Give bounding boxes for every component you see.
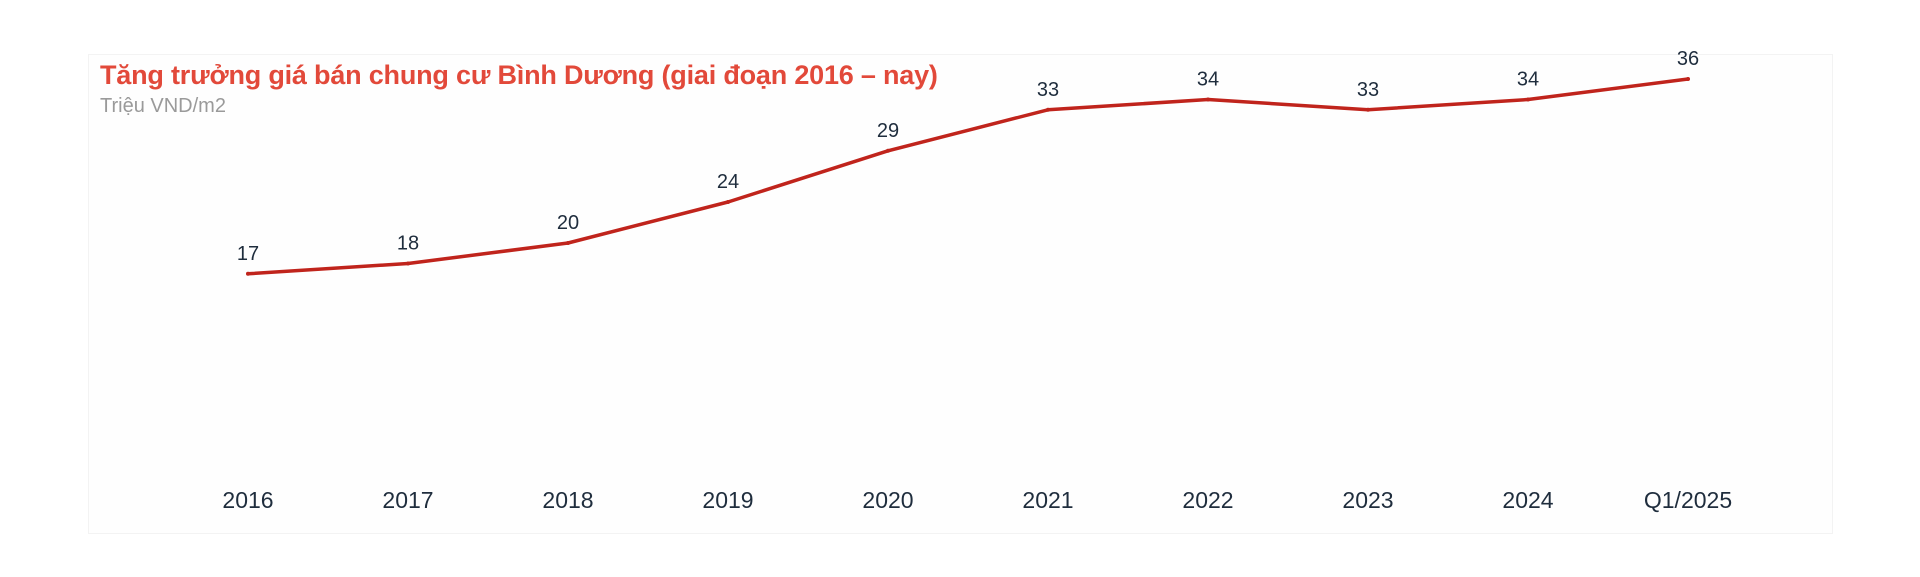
data-label: 24: [717, 171, 739, 193]
data-point: [726, 200, 730, 204]
x-tick-label: 2022: [1182, 487, 1233, 513]
data-point: [246, 271, 250, 276]
x-tick-label: 2021: [1022, 487, 1073, 513]
x-tick-label: Q1/2025: [1644, 487, 1732, 513]
x-tick-label: 2020: [862, 487, 913, 513]
chart-title: Tăng trưởng giá bán chung cư Bình Dương …: [100, 60, 938, 90]
series-layer: [246, 77, 1690, 276]
data-point: [1686, 77, 1690, 81]
data-label: 18: [397, 233, 419, 255]
data-label: 17: [237, 243, 259, 265]
x-tick-label: 2024: [1502, 487, 1553, 513]
x-tick-label: 2023: [1342, 487, 1393, 513]
data-label: 34: [1197, 69, 1219, 91]
x-tick-label: 2016: [222, 487, 273, 513]
data-label: 20: [557, 212, 579, 234]
series-line: [246, 77, 1690, 276]
data-point: [886, 148, 890, 153]
data-point: [1046, 107, 1050, 112]
data-point: [1206, 97, 1210, 102]
data-point: [406, 261, 410, 266]
x-axis-tick-layer: 2016 2017 2018 2019 2020 2021 2022 2023 2024 Q1/2…: [222, 487, 1732, 513]
data-label: 33: [1037, 79, 1059, 101]
data-point: [566, 241, 570, 245]
data-point: [1366, 107, 1370, 112]
x-tick-label: 2018: [542, 487, 593, 513]
data-label: 34: [1517, 69, 1539, 91]
data-label: 36: [1677, 48, 1699, 70]
data-label-layer: 17 18 20 24 29 33 34 33 34 36: [237, 48, 1699, 265]
x-tick-label: 2019: [702, 487, 753, 513]
chart-subtitle: Triệu VND/m2: [100, 95, 226, 117]
data-point: [1526, 97, 1530, 102]
data-label: 33: [1357, 79, 1379, 101]
data-label: 29: [877, 120, 899, 142]
x-tick-label: 2017: [382, 487, 433, 513]
